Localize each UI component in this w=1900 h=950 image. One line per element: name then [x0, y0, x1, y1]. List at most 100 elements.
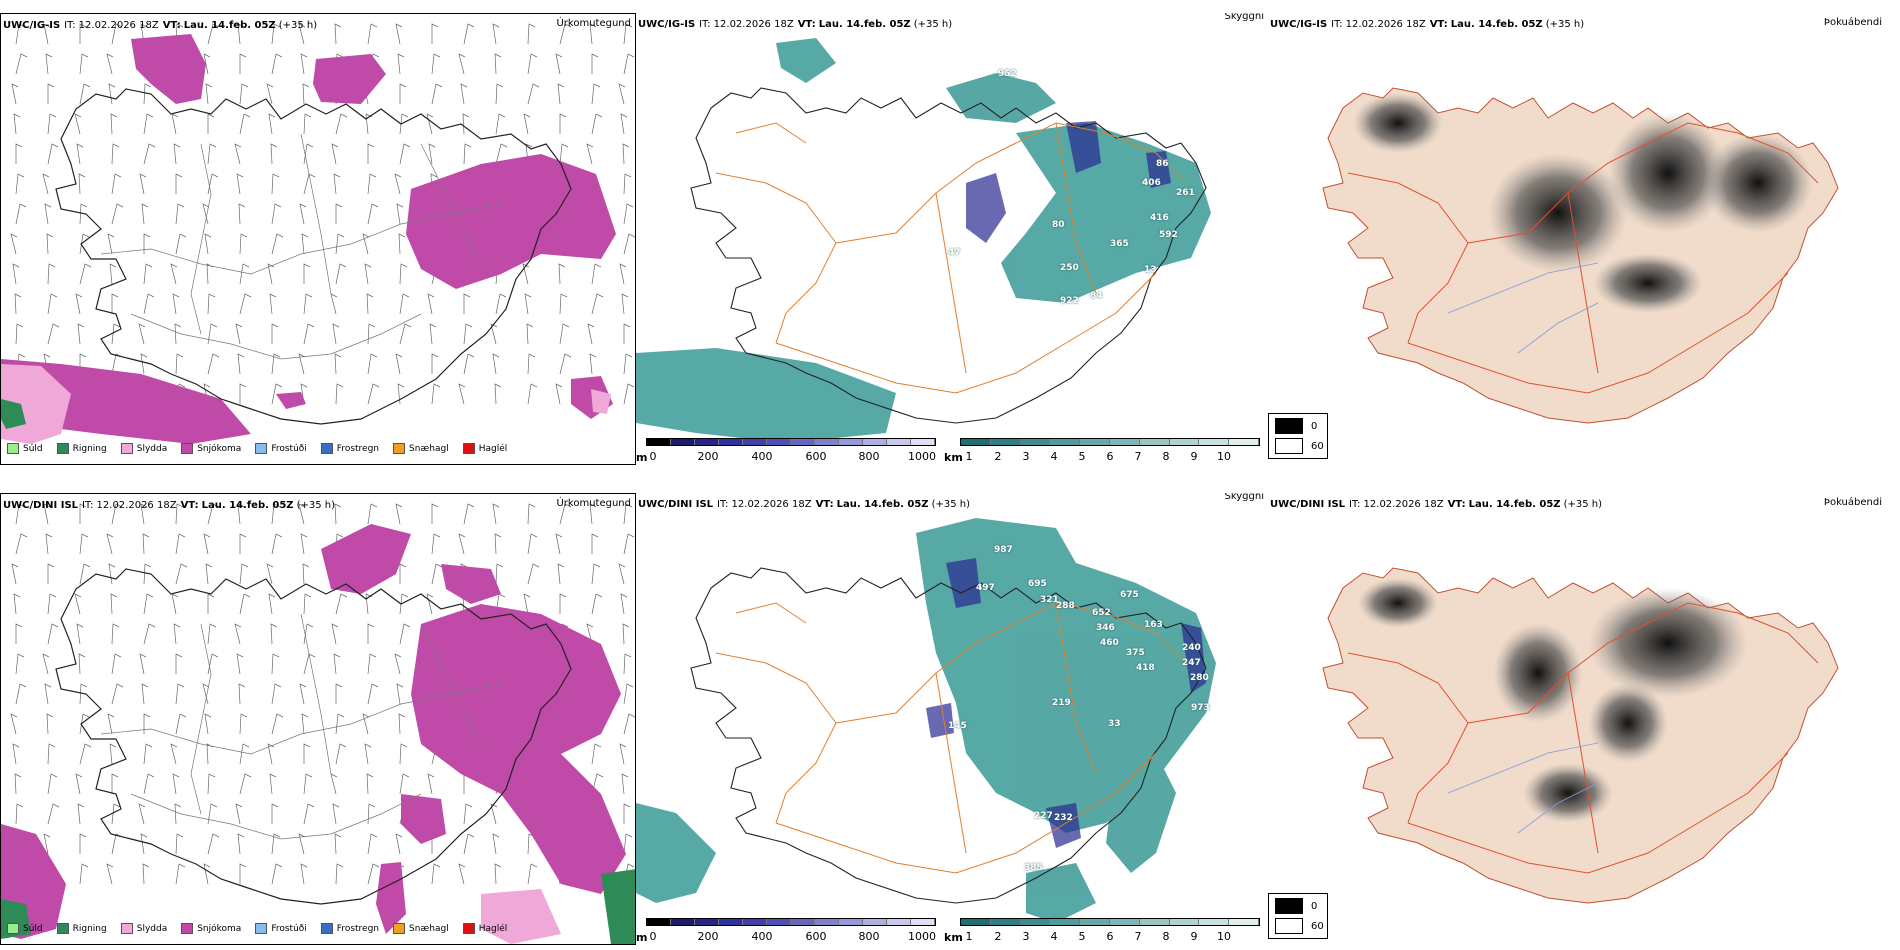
wind-barb	[138, 323, 146, 345]
wind-barb	[622, 623, 630, 645]
valid-time-key: VT:	[162, 19, 181, 31]
wind-barb	[79, 83, 91, 105]
wind-barb	[43, 23, 51, 45]
valid-time-key: VT:	[1447, 498, 1466, 510]
valid-time: Lau. 14.feb. 05Z	[183, 19, 276, 31]
lead-time: (+35 h)	[1563, 498, 1602, 510]
colorbar-unit: km	[944, 931, 963, 944]
wind-barb	[334, 833, 342, 855]
wind-barb	[591, 83, 601, 105]
wind-barb	[110, 593, 118, 615]
wind-barb	[47, 83, 55, 104]
wind-barb	[15, 173, 25, 195]
wind-barb	[111, 623, 120, 645]
wind-barb	[239, 743, 250, 765]
wind-barb	[78, 653, 86, 675]
wind-barb	[45, 53, 53, 75]
value-label: 84	[1090, 291, 1103, 301]
wind-barb	[302, 83, 310, 105]
wind-barb	[79, 53, 89, 75]
wind-barb	[271, 803, 279, 824]
wind-barb	[141, 683, 149, 705]
precip-map-bottom	[1, 503, 635, 944]
wind-barb	[271, 323, 279, 344]
value-label: 247	[1182, 658, 1201, 668]
wind-barb	[204, 713, 212, 735]
value-label: 163	[1144, 620, 1163, 630]
colorbar-cell	[647, 439, 671, 445]
wind-barb	[335, 683, 343, 704]
wind-barb	[106, 53, 114, 75]
value-label: 288	[1056, 601, 1075, 611]
model-name: UWC/DINI ISL	[1270, 498, 1346, 510]
lead-time: (+35 h)	[296, 499, 335, 511]
wind-barb	[303, 593, 312, 615]
colorbar-cell	[1109, 919, 1140, 925]
wind-barb	[44, 203, 52, 225]
fog-legend-top: 0 60	[1268, 413, 1328, 459]
value-label: 346	[1096, 623, 1115, 633]
wind-barb	[142, 863, 150, 885]
wind-barb	[333, 173, 341, 195]
wind-barb	[79, 683, 88, 705]
wind-barb	[46, 713, 54, 735]
valid-time-key: VT:	[1429, 18, 1448, 30]
wind-barb	[47, 623, 59, 645]
wind-barb	[106, 533, 114, 555]
wind-barb	[175, 683, 185, 705]
wind-barb	[79, 203, 88, 225]
wind-barb	[367, 803, 376, 825]
value-label: 987	[994, 545, 1013, 555]
wind-barb	[270, 143, 278, 165]
colorbar-cell	[863, 439, 887, 445]
wind-barb	[108, 563, 116, 585]
wind-barb	[492, 353, 500, 375]
wind-barb	[490, 803, 498, 825]
value-label: 13	[1144, 265, 1157, 275]
wind-barb	[494, 53, 502, 75]
wind-barb	[13, 113, 21, 135]
wind-barb	[207, 503, 220, 525]
wind-barb	[367, 383, 380, 405]
wind-barb	[271, 863, 283, 885]
wind-barb	[235, 323, 243, 345]
wind-barb	[335, 743, 347, 765]
wind-barb	[367, 653, 377, 675]
value-label: 952	[998, 69, 1017, 79]
panel-header: UWC/DINI ISL IT: 12.02.2026 18Z VT: Lau.…	[3, 498, 631, 512]
wind-barb	[399, 293, 410, 315]
wind-barb	[42, 173, 50, 195]
wind-barb	[462, 113, 470, 135]
wind-barb	[522, 263, 530, 285]
wind-barb	[303, 623, 314, 645]
wind-barb	[587, 323, 595, 345]
value-label: 416	[1150, 213, 1169, 223]
wind-barb	[138, 803, 146, 825]
wind-barb	[492, 503, 500, 525]
rivers	[1447, 742, 1599, 834]
wind-barb	[111, 173, 122, 195]
wind-barb	[207, 293, 216, 315]
wind-barb	[12, 743, 20, 765]
wind-barb	[143, 713, 151, 734]
wind-barb	[303, 773, 313, 795]
wind-barb	[15, 503, 26, 525]
wind-barb	[171, 113, 179, 135]
value-label: 460	[1100, 638, 1119, 648]
colorbar-cell	[1080, 919, 1110, 925]
wind-barb	[591, 293, 604, 315]
wind-barb	[47, 143, 59, 165]
wind-barb	[109, 263, 117, 285]
wind-barb	[271, 383, 283, 405]
wind-barb	[239, 533, 247, 554]
colorbar-cell	[1199, 919, 1230, 925]
colorbar-cell	[1229, 919, 1259, 925]
valid-time: Lau. 14.feb. 05Z	[1468, 498, 1561, 510]
wind-barb	[140, 833, 148, 855]
wind-barb	[79, 863, 89, 885]
wind-barb	[207, 773, 216, 795]
colorbar-cell	[990, 439, 1021, 445]
wind-barb	[47, 323, 60, 345]
wind-barb	[174, 323, 182, 345]
wind-barb	[555, 533, 563, 555]
